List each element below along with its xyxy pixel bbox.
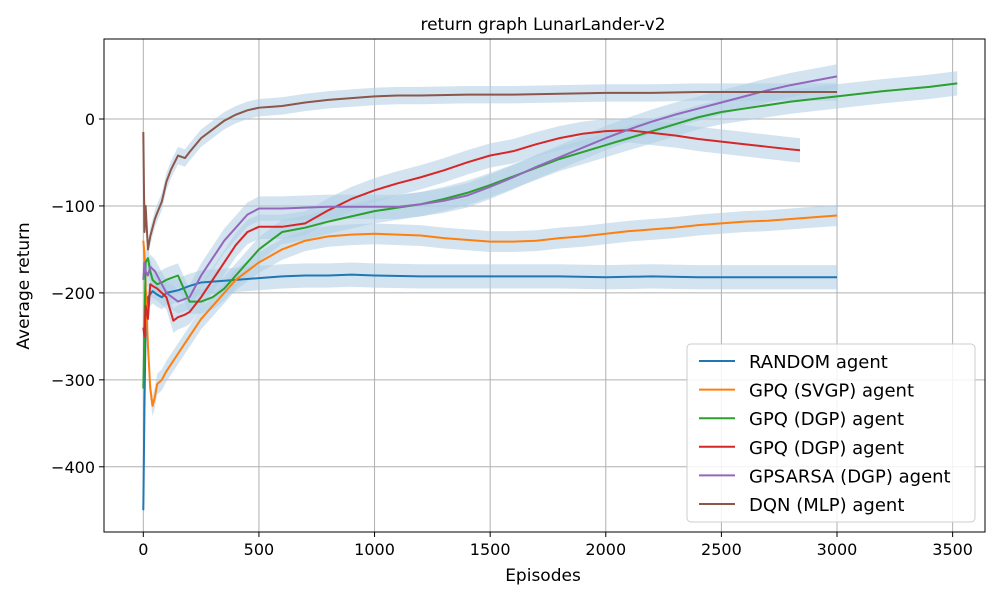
x-tick-label: 1500 [470,540,511,559]
series-line-1 [142,273,838,511]
series-line-4 [142,129,801,338]
y-tick-label: 0 [85,110,95,129]
legend: RANDOM agent GPQ (SVGP) agent GPQ (DGP) ag… [686,343,976,523]
legend-label: GPQ (DGP) agent [749,438,904,459]
x-tick-label: 0 [138,540,148,559]
x-axis-ticks: 0 500 1000 1500 2000 2500 3000 3500 [138,532,973,559]
legend-label: DQN (MLP) agent [749,495,904,516]
x-tick-label: 2500 [701,540,742,559]
y-axis-label: Average return [14,222,34,349]
y-tick-label: −400 [51,458,95,477]
y-axis-ticks: −400 −300 −200 −100 0 [51,110,104,477]
y-tick-label: −300 [51,371,95,390]
x-tick-label: 3500 [932,540,973,559]
series-line-5 [142,75,838,303]
confidence-band-3 [143,71,958,401]
legend-label: GPQ (SVGP) agent [749,381,914,402]
chart-title: return graph LunarLander-v2 [420,15,665,35]
confidence-band-5 [143,64,838,314]
confidence-band-2 [143,205,838,417]
series-lines [142,75,958,511]
x-tick-label: 2000 [585,540,626,559]
series-line-2 [142,214,838,407]
confidence-band-4 [143,118,801,349]
legend-label: GPSARSA (DGP) agent [749,466,951,487]
legend-box [686,343,976,523]
y-tick-label: −100 [51,197,95,216]
x-tick-label: 3000 [817,540,858,559]
y-tick-label: −200 [51,284,95,303]
confidence-bands [143,64,958,523]
x-tick-label: 500 [244,540,275,559]
legend-label: GPQ (DGP) agent [749,409,904,430]
legend-label: RANDOM agent [749,352,888,373]
series-line-6 [142,91,838,251]
x-axis-label: Episodes [505,566,581,586]
series-line-3 [142,82,958,389]
x-tick-label: 1000 [354,540,395,559]
plot-frame [103,38,986,533]
